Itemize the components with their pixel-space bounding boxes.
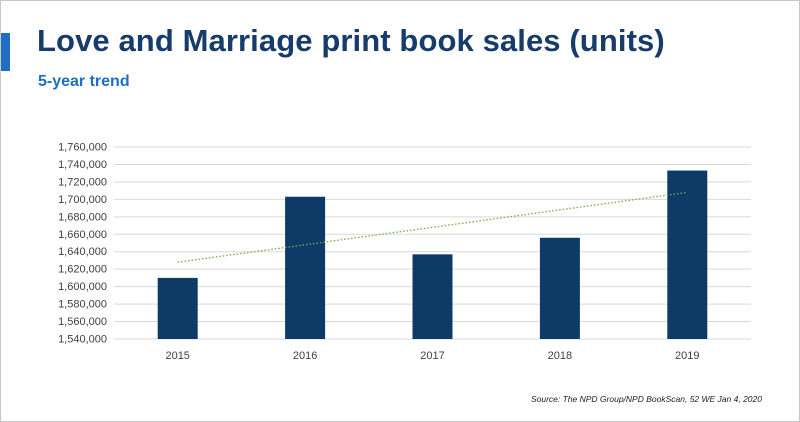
bar	[412, 254, 453, 339]
y-tick-label: 1,660,000	[58, 229, 107, 241]
y-tick-label: 1,680,000	[58, 211, 107, 223]
y-tick-label: 1,700,000	[58, 194, 107, 206]
y-tick-label: 1,600,000	[58, 281, 107, 293]
y-tick-label: 1,540,000	[58, 334, 107, 346]
bar	[539, 237, 580, 339]
y-tick-label: 1,640,000	[58, 246, 107, 258]
chart-subtitle: 5-year trend	[38, 73, 130, 90]
bar	[667, 170, 708, 339]
source-note: Source: The NPD Group/NPD BookScan, 52 W…	[530, 394, 762, 404]
accent-bar	[1, 33, 10, 71]
y-axis-labels: 1,540,000 1,560,000 1,580,000 1,600,000 1,62…	[58, 142, 107, 346]
bars	[157, 170, 708, 339]
y-tick-label: 1,580,000	[58, 299, 107, 311]
x-axis-labels: 2015 2016 2017 2018 2019	[165, 350, 699, 362]
x-tick-label: 2017	[420, 350, 444, 362]
bar	[285, 196, 326, 339]
x-tick-label: 2016	[293, 350, 317, 362]
x-tick-label: 2018	[548, 350, 572, 362]
x-tick-label: 2015	[165, 350, 189, 362]
y-tick-label: 1,720,000	[58, 176, 107, 188]
y-tick-label: 1,620,000	[58, 264, 107, 276]
y-tick-label: 1,740,000	[58, 159, 107, 171]
x-tick-label: 2019	[675, 350, 699, 362]
y-tick-label: 1,560,000	[58, 316, 107, 328]
chart-title: Love and Marriage print book sales (unit…	[37, 23, 665, 58]
bar	[157, 277, 198, 339]
y-tick-label: 1,760,000	[58, 142, 107, 154]
